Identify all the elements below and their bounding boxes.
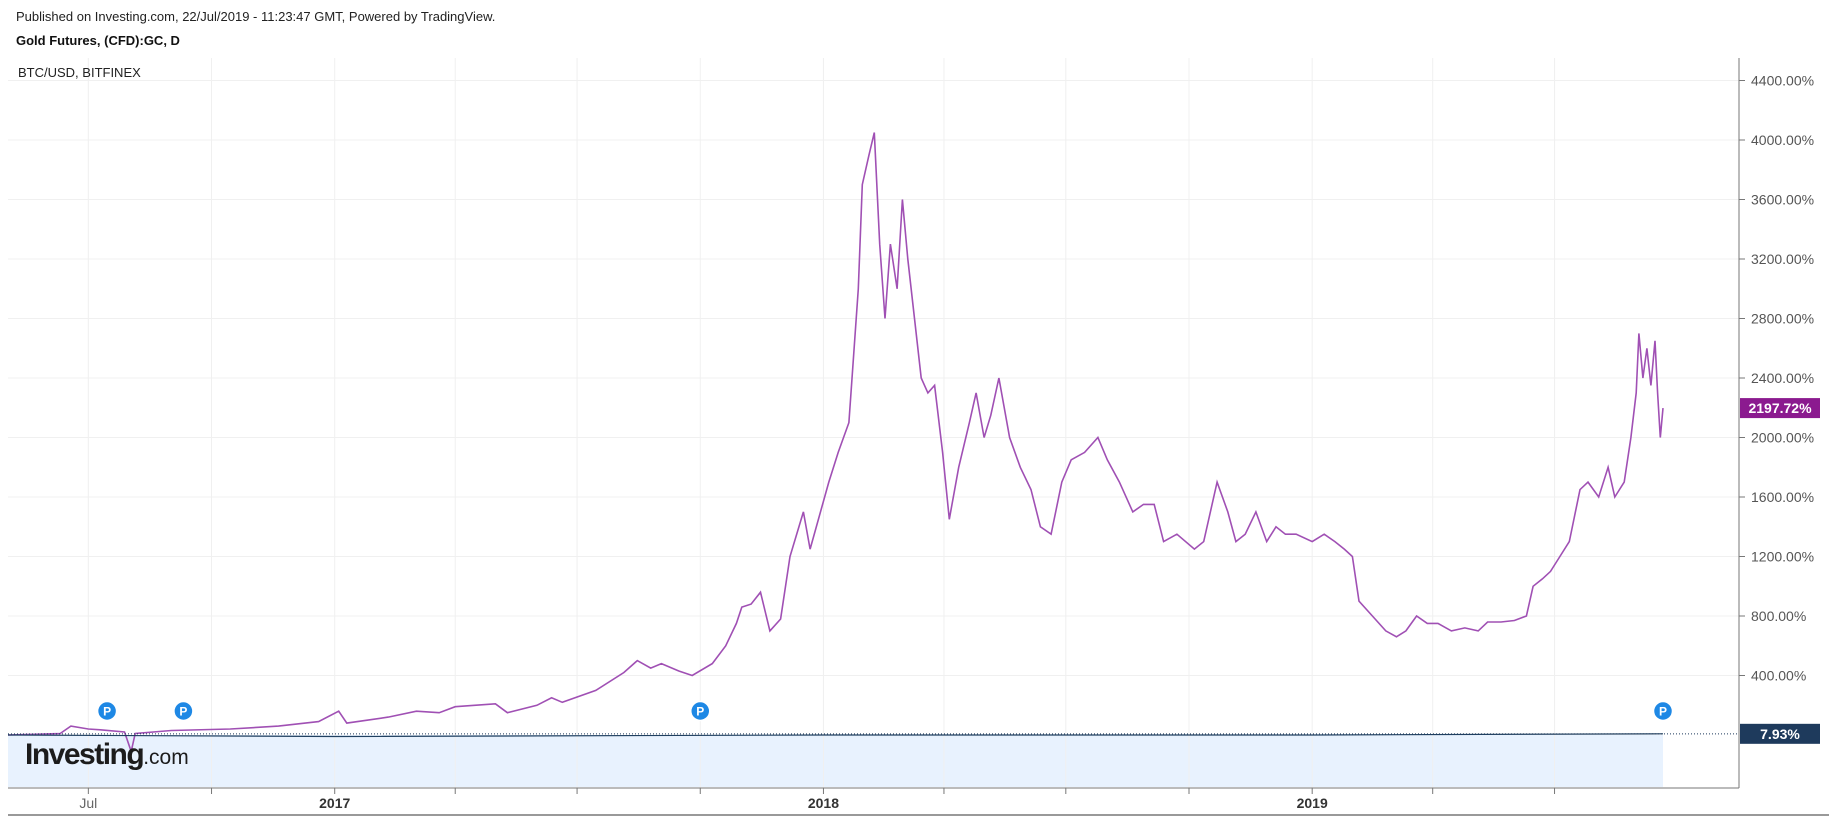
series-label: BTC/USD, BITFINEX bbox=[18, 65, 141, 80]
gold-series-line bbox=[7, 733, 1664, 738]
published-line: Published on Investing.com, 22/Jul/2019 … bbox=[16, 9, 496, 24]
y-tick-label: 1600.00% bbox=[1751, 489, 1814, 505]
event-marker-label: P bbox=[179, 705, 187, 719]
last-value-badges: 2197.72% 7.93% bbox=[1740, 398, 1820, 744]
x-axis-ticks: Jul 2017 2018 2019 bbox=[79, 788, 1556, 811]
event-marker[interactable] bbox=[173, 700, 194, 722]
series-lines bbox=[7, 132, 1739, 755]
btc-last-value-badge bbox=[1740, 398, 1820, 419]
x-tick-label: 2018 bbox=[808, 795, 839, 811]
grid-lines bbox=[8, 58, 1739, 788]
y-tick-label: 3200.00% bbox=[1751, 251, 1814, 267]
y-tick-label: 1200.00% bbox=[1751, 549, 1814, 565]
event-marker-label: P bbox=[103, 705, 111, 719]
event-marker-label: P bbox=[696, 705, 704, 719]
volume-band bbox=[8, 735, 1663, 787]
event-marker[interactable] bbox=[690, 700, 711, 722]
y-tick-label: 2800.00% bbox=[1751, 311, 1814, 327]
x-tick-label: 2019 bbox=[1297, 795, 1328, 811]
x-tick-label: 2017 bbox=[319, 795, 350, 811]
event-marker[interactable] bbox=[96, 700, 118, 722]
y-tick-label: 3600.00% bbox=[1751, 192, 1814, 208]
gold-last-value-badge-text: 7.93% bbox=[1760, 726, 1800, 742]
y-tick-label: 2000.00% bbox=[1751, 430, 1814, 446]
y-tick-label: 800.00% bbox=[1751, 608, 1806, 624]
event-marker-label: P bbox=[1659, 705, 1667, 719]
event-marker[interactable] bbox=[1652, 700, 1674, 722]
y-tick-label: 400.00% bbox=[1751, 668, 1806, 684]
btc-series-line bbox=[7, 132, 1664, 755]
y-tick-label: 4400.00% bbox=[1751, 73, 1814, 89]
y-tick-label: 2400.00% bbox=[1751, 370, 1814, 386]
y-axis-ticks: 400.00% 800.00% 1200.00% 1600.00% 2000.00% 24… bbox=[1739, 73, 1814, 684]
btc-last-value-badge-text: 2197.72% bbox=[1748, 400, 1812, 416]
y-tick-label: 4000.00% bbox=[1751, 132, 1814, 148]
gold-last-value-badge bbox=[1740, 723, 1820, 744]
instrument-title: Gold Futures, (CFD):GC, D bbox=[16, 33, 180, 48]
investing-logo: Investing.com bbox=[25, 738, 189, 771]
x-tick-label: Jul bbox=[79, 795, 97, 811]
